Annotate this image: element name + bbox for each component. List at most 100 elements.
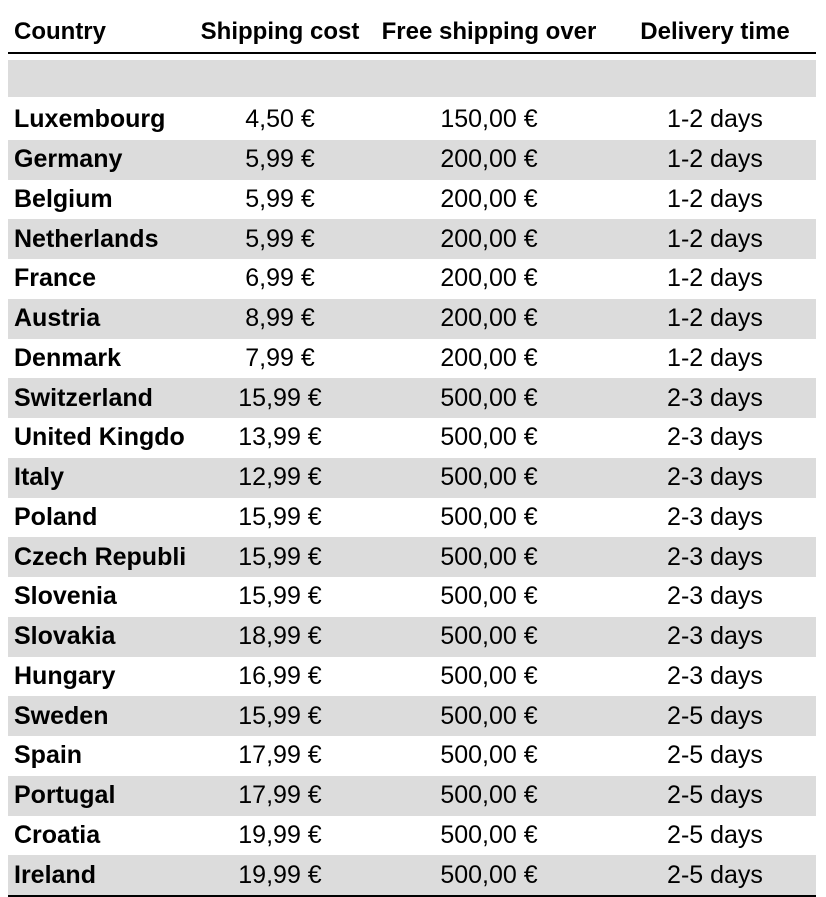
cell-delivery-time: 2-5 days [667, 781, 763, 810]
cell-shipping-cost: 19,99 € [238, 860, 322, 889]
table-row: Austria 8,99 € 200,00 € 1-2 days [8, 298, 816, 339]
cell-country: Luxembourg [14, 105, 166, 134]
cell-country: Czech Republi [14, 542, 187, 571]
table-row: Switzerland 15,99 € 500,00 € 2-3 days [8, 378, 816, 418]
cell-shipping-cost: 17,99 € [238, 741, 322, 770]
cell-delivery-time: 2-3 days [667, 542, 763, 571]
cell-country: Belgium [14, 184, 113, 213]
header-shipping-cost: Shipping cost [200, 18, 360, 45]
cell-free-shipping-over: 500,00 € [440, 423, 538, 452]
cell-country: Portugal [14, 781, 116, 810]
cell-free-shipping-over: 500,00 € [440, 781, 538, 810]
cell-delivery-time: 2-3 days [667, 423, 763, 452]
cell-country: Austria [14, 304, 101, 333]
cell-shipping-cost: 5,99 € [245, 224, 315, 253]
cell-shipping-cost: 12,99 € [238, 463, 322, 492]
cell-free-shipping-over: 500,00 € [440, 582, 538, 611]
cell-free-shipping-over: 200,00 € [440, 264, 538, 293]
cell-shipping-cost: 17,99 € [238, 781, 322, 810]
cell-shipping-cost: 13,99 € [238, 423, 322, 452]
table-row: Ireland 19,99 € 500,00 € 2-5 days [8, 855, 816, 895]
table-row: Sweden 15,99 € 500,00 € 2-5 days [8, 696, 816, 736]
cell-delivery-time: 1-2 days [667, 264, 763, 293]
cell-free-shipping-over: 500,00 € [440, 542, 538, 571]
cell-delivery-time: 2-3 days [667, 383, 763, 412]
table-row: Luxembourg 4,50 € 150,00 € 1-2 days [8, 100, 816, 140]
cell-free-shipping-over: 500,00 € [440, 741, 538, 770]
cell-free-shipping-over: 500,00 € [440, 502, 538, 531]
cell-country: Ireland [14, 860, 96, 889]
cell-delivery-time: 1-2 days [667, 224, 763, 253]
cell-delivery-time: 1-2 days [667, 304, 763, 333]
cell-shipping-cost: 15,99 € [238, 701, 322, 730]
cell-delivery-time: 2-3 days [667, 582, 763, 611]
cell-delivery-time: 2-3 days [667, 622, 763, 651]
cell-country: United Kingdo [14, 423, 185, 452]
cell-country: Slovakia [14, 622, 116, 651]
cell-country: Denmark [14, 343, 121, 372]
cell-country: France [14, 264, 96, 293]
table-row: Germany 5,99 € 200,00 € 1-2 days [8, 139, 816, 180]
cell-shipping-cost: 15,99 € [238, 542, 322, 571]
table-row: Italy 12,99 € 500,00 € 2-3 days [8, 457, 816, 498]
cell-free-shipping-over: 200,00 € [440, 304, 538, 333]
cell-country: Sweden [14, 701, 109, 730]
table-row: Slovakia 18,99 € 500,00 € 2-3 days [8, 616, 816, 657]
cell-country: Slovenia [14, 582, 117, 611]
cell-free-shipping-over: 500,00 € [440, 820, 538, 849]
cell-free-shipping-over: 200,00 € [440, 184, 538, 213]
cell-free-shipping-over: 150,00 € [440, 105, 538, 134]
cell-delivery-time: 2-5 days [667, 860, 763, 889]
header-free-shipping-over: Free shipping over [381, 18, 597, 45]
cell-shipping-cost: 15,99 € [238, 383, 322, 412]
table-row: Portugal 17,99 € 500,00 € 2-5 days [8, 775, 816, 816]
cell-shipping-cost: 15,99 € [238, 502, 322, 531]
cell-shipping-cost: 7,99 € [245, 343, 315, 372]
cell-delivery-time: 1-2 days [667, 105, 763, 134]
cell-shipping-cost: 19,99 € [238, 820, 322, 849]
cell-delivery-time: 2-5 days [667, 701, 763, 730]
cell-shipping-cost: 18,99 € [238, 622, 322, 651]
table-row: Spain 17,99 € 500,00 € 2-5 days [8, 736, 816, 776]
table-row: Netherlands 5,99 € 200,00 € 1-2 days [8, 219, 816, 259]
cell-free-shipping-over: 200,00 € [440, 343, 538, 372]
table-row: Croatia 19,99 € 500,00 € 2-5 days [8, 816, 816, 856]
cell-delivery-time: 2-3 days [667, 502, 763, 531]
cell-country: Hungary [14, 661, 116, 690]
cell-free-shipping-over: 500,00 € [440, 860, 538, 889]
table-body: Luxembourg 4,50 € 150,00 € 1-2 days Germany 5… [8, 100, 816, 897]
cell-shipping-cost: 16,99 € [238, 661, 322, 690]
cell-delivery-time: 2-5 days [667, 741, 763, 770]
cell-delivery-time: 1-2 days [667, 343, 763, 372]
cell-free-shipping-over: 200,00 € [440, 224, 538, 253]
cell-delivery-time: 1-2 days [667, 145, 763, 174]
cell-delivery-time: 1-2 days [667, 184, 763, 213]
cell-country: Germany [14, 145, 123, 174]
cell-delivery-time: 2-5 days [667, 820, 763, 849]
cell-country: Poland [14, 502, 98, 531]
table-row: France 6,99 € 200,00 € 1-2 days [8, 259, 816, 299]
cell-free-shipping-over: 500,00 € [440, 622, 538, 651]
table-row: Poland 15,99 € 500,00 € 2-3 days [8, 498, 816, 538]
header-delivery-time: Delivery time [640, 18, 790, 45]
cell-shipping-cost: 15,99 € [238, 582, 322, 611]
cell-shipping-cost: 6,99 € [245, 264, 315, 293]
table-row: Hungary 16,99 € 500,00 € 2-3 days [8, 657, 816, 697]
table-row: Czech Republi 15,99 € 500,00 € 2-3 days [8, 537, 816, 577]
table-row: Slovenia 15,99 € 500,00 € 2-3 days [8, 577, 816, 617]
shipping-table: Country Shipping cost Free shipping over… [8, 12, 816, 897]
cell-free-shipping-over: 500,00 € [440, 661, 538, 690]
table-header-row: Country Shipping cost Free shipping over… [8, 12, 816, 54]
cell-free-shipping-over: 200,00 € [440, 145, 538, 174]
table-row: Denmark 7,99 € 200,00 € 1-2 days [8, 339, 816, 379]
cell-shipping-cost: 5,99 € [245, 145, 315, 174]
table-row: Belgium 5,99 € 200,00 € 1-2 days [8, 180, 816, 220]
empty-shaded-row [8, 60, 816, 97]
cell-country: Spain [14, 741, 83, 770]
cell-shipping-cost: 8,99 € [245, 304, 315, 333]
cell-free-shipping-over: 500,00 € [440, 383, 538, 412]
cell-shipping-cost: 5,99 € [245, 184, 315, 213]
cell-delivery-time: 2-3 days [667, 661, 763, 690]
cell-country: Croatia [14, 820, 101, 849]
cell-country: Italy [14, 463, 65, 492]
